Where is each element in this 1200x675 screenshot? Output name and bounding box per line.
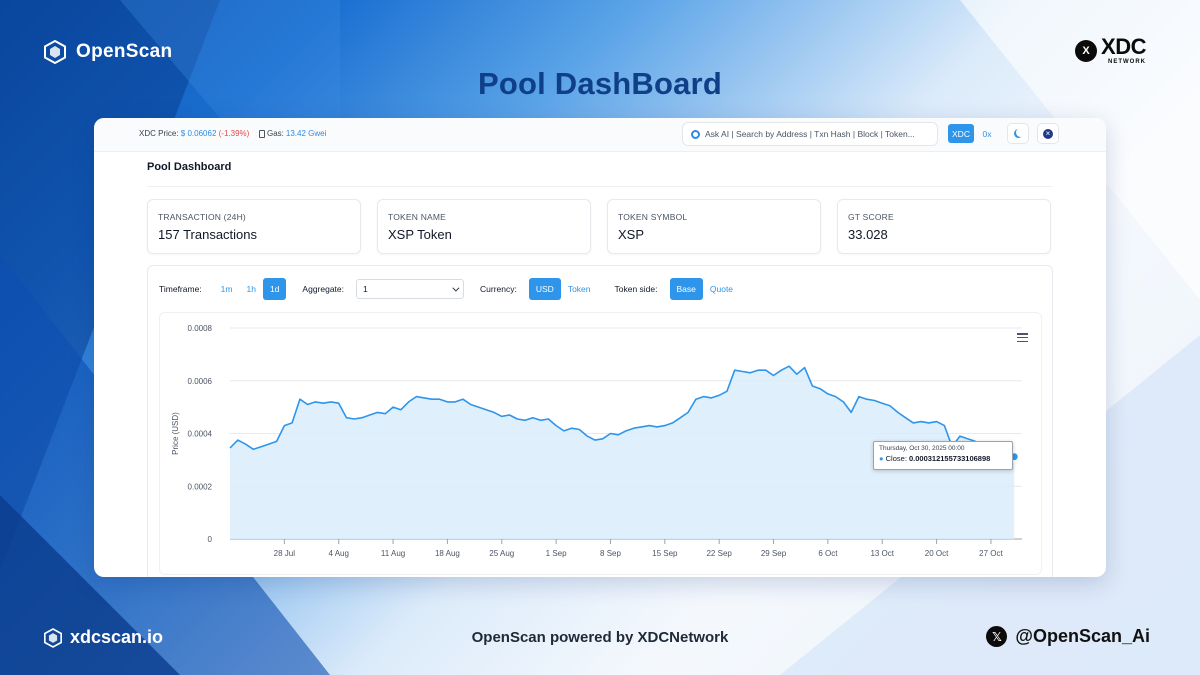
tooltip-date: Thursday, Oct 30, 2025 00:00 <box>879 445 965 452</box>
aggregate-select[interactable]: 1 <box>356 279 465 299</box>
x-tick-label: 27 Oct <box>979 549 1003 558</box>
xdc-account-button[interactable] <box>1037 123 1059 144</box>
tooltip-value: 0.000312155733106898 <box>908 454 991 463</box>
search-placeholder: Ask AI | Search by Address | Txn Hash | … <box>705 129 915 139</box>
stat-card-gt-score: GT SCORE 33.028 <box>837 199 1051 254</box>
footer-domain: xdcscan.io <box>70 627 164 647</box>
network-xdc-button[interactable]: XDC <box>948 124 974 143</box>
xdc-network-icon <box>1043 128 1053 139</box>
chevron-down-icon <box>452 284 460 292</box>
timeframe-1m[interactable]: 1m <box>220 284 233 294</box>
token-side-base[interactable]: Base <box>669 278 703 300</box>
top-bar: XDC Price: $ 0.06062 (-1.39%) Gas: 13.42 … <box>94 118 1106 152</box>
x-tick-label: 6 Oct <box>818 549 838 558</box>
stat-card-token-symbol: TOKEN SYMBOL XSP <box>607 199 821 254</box>
y-tick-label: 0.0002 <box>188 482 213 491</box>
x-tick-label: 4 Aug <box>328 549 348 558</box>
x-circle-icon: X <box>1075 39 1098 62</box>
twitter-handle: 𝕏 @OpenScan_Ai <box>986 626 1150 647</box>
chart-panel: Timeframe: 1m 1h 1d Aggregate: 1 Currenc… <box>147 265 1053 577</box>
divider <box>147 186 1052 187</box>
chart-tooltip: Thursday, Oct 30, 2025 00:00 ● Close: 0.… <box>873 441 1013 470</box>
tooltip-series-label: Close <box>885 454 905 463</box>
xdc-price-change: (-1.39%) <box>218 129 250 138</box>
gas-value: 13.42 Gwei <box>285 129 327 138</box>
stat-card-transactions: TRANSACTION (24H) 157 Transactions <box>147 199 361 254</box>
y-tick-label: 0 <box>208 535 213 544</box>
x-tick-label: 20 Oct <box>925 549 949 558</box>
price-line <box>229 365 1015 458</box>
x-tick-label: 15 Sep <box>652 549 678 558</box>
chart-menu-icon[interactable] <box>1017 333 1028 342</box>
openscan-logo-icon <box>44 627 62 648</box>
token-side-quote[interactable]: Quote <box>709 284 734 294</box>
headline: Pool DashBoard <box>478 66 722 101</box>
currency-token[interactable]: Token <box>567 284 591 294</box>
x-tick-label: 13 Oct <box>870 549 894 558</box>
xdcscan-link: xdcscan.io <box>44 627 163 648</box>
x-tick-label: 11 Aug <box>381 549 405 558</box>
network-0x-button[interactable]: 0x <box>982 128 992 139</box>
page-title: Pool Dashboard <box>147 161 232 173</box>
token-side-label: Token side: <box>614 284 658 294</box>
xdc-price-value: $ 0.06062 <box>180 129 217 138</box>
stat-card-token-name: TOKEN NAME XSP Token <box>377 199 591 254</box>
xdc-network-logo: X XDC NETWORK <box>1075 36 1146 65</box>
timeframe-1d[interactable]: 1d <box>262 278 287 300</box>
y-tick-label: 0.0006 <box>188 377 213 386</box>
openscan-brand: OpenScan <box>44 40 172 64</box>
app-window: XDC Price: $ 0.06062 (-1.39%) Gas: 13.42 … <box>94 118 1106 577</box>
y-axis-label: Price (USD) <box>171 412 180 455</box>
timeframe-1h[interactable]: 1h <box>246 284 256 294</box>
search-input[interactable]: Ask AI | Search by Address | Txn Hash | … <box>682 122 938 146</box>
gas-pump-icon <box>259 129 265 138</box>
ai-search-icon <box>691 129 700 139</box>
chart-controls: Timeframe: 1m 1h 1d Aggregate: 1 Currenc… <box>159 278 740 300</box>
moon-icon <box>1016 128 1025 137</box>
x-tick-label: 8 Sep <box>600 549 621 558</box>
openscan-logo-icon <box>44 40 66 64</box>
x-twitter-icon: 𝕏 <box>986 626 1008 647</box>
aggregate-label: Aggregate: <box>302 284 345 294</box>
x-tick-label: 29 Sep <box>761 549 787 558</box>
x-tick-label: 22 Sep <box>706 549 732 558</box>
brand-name: OpenScan <box>76 41 173 62</box>
x-tick-label: 25 Aug <box>489 549 514 558</box>
xdc-logo-subtext: NETWORK <box>1108 59 1146 65</box>
price-chart-svg: 0 0.0002 0.0004 0.0006 0.0008 Price (USD) 28 J… <box>171 324 1022 558</box>
timeframe-label: Timeframe: <box>159 284 202 294</box>
xdc-logo-text: XDC <box>1101 34 1146 59</box>
x-tick-label: 18 Aug <box>435 549 460 558</box>
currency-usd[interactable]: USD <box>528 278 561 300</box>
gas-price: Gas: 13.42 Gwei <box>259 129 326 138</box>
footer-tagline: OpenScan powered by XDCNetwork <box>471 629 729 646</box>
price-area <box>230 366 1015 539</box>
currency-label: Currency: <box>480 284 517 294</box>
price-chart[interactable]: 0 0.0002 0.0004 0.0006 0.0008 Price (USD) 28 J… <box>159 312 1042 575</box>
x-tick-label: 1 Sep <box>546 549 567 558</box>
y-tick-label: 0.0004 <box>188 430 213 439</box>
theme-toggle-button[interactable] <box>1007 123 1029 144</box>
y-tick-label: 0.0008 <box>188 324 213 333</box>
x-tick-label: 28 Jul <box>274 549 296 558</box>
xdc-price: XDC Price: $ 0.06062 (-1.39%) <box>139 129 250 138</box>
